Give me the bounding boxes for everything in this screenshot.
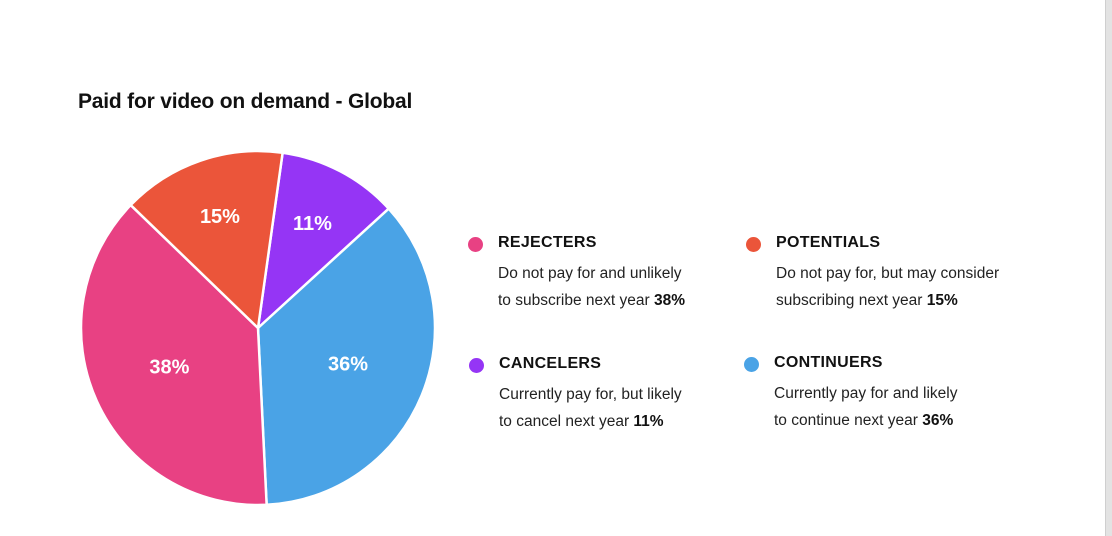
legend-description-line1: Currently pay for, but likely [499,386,682,403]
legend-marker-rejecters [468,237,483,252]
slice-label-rejecters: 38% [149,356,189,378]
legend-description-line2: to cancel next year 11% [499,413,664,430]
legend-description-line2: subscribing next year 15% [776,292,958,309]
legend-description-rejecters: Do not pay for and unlikely to subscribe… [498,260,685,314]
pie-slice-continuers [256,206,437,507]
legend-marker-cancelers [469,358,484,373]
legend-description-line2: to subscribe next year 38% [498,292,685,309]
legend-marker-continuers [744,357,759,372]
legend-description-line1: Currently pay for and likely [774,385,958,402]
legend-value-continuers: 36% [922,412,954,429]
pie-slice-rejecters [79,203,268,507]
chart-title: Paid for video on demand - Global [78,90,413,113]
legend-description-potentials: Do not pay for, but may consider subscri… [776,260,999,314]
legend-description-line2: to continue next year 36% [774,412,954,429]
legend-description-line1: Do not pay for, but may consider [776,265,1000,282]
legend-label-potentials: POTENTIALS [776,234,881,251]
legend-description-cancelers: Currently pay for, but likely to cancel … [499,381,682,435]
slice-label-continuers: 36% [328,353,368,375]
legend-value-cancelers: 11% [633,413,664,430]
pie-slice-cancelers [256,151,391,332]
legend-label-continuers: CONTINUERS [774,354,883,371]
slice-label-potentials: 15% [200,206,240,228]
legend-value-potentials: 15% [926,292,958,309]
legend-label-rejecters: REJECTERS [498,234,597,251]
legend-description-line1: Do not pay for and unlikely [498,265,682,282]
pie-slice-potentials [128,149,285,331]
slice-label-cancelers: 11% [293,213,332,235]
legend-marker-potentials [746,237,761,252]
legend-description-continuers: Currently pay for and likely to continue… [774,380,958,434]
legend-label-cancelers: CANCELERS [499,355,602,372]
window-edge [1105,0,1112,536]
legend-value-rejecters: 38% [653,292,685,309]
